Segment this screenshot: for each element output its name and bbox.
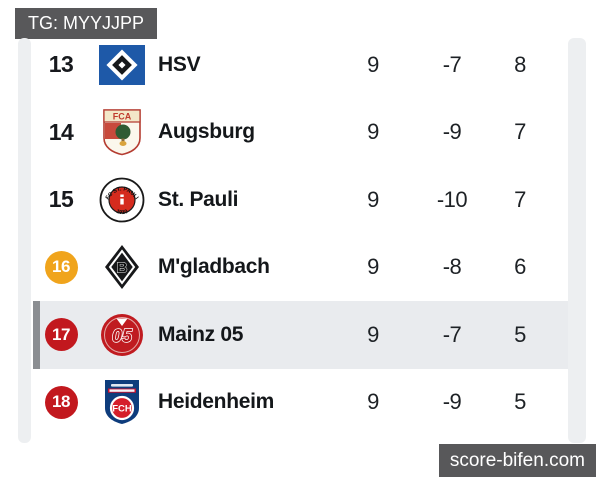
points-value: 5 <box>514 389 526 415</box>
position-number: 16 <box>44 250 78 284</box>
table-row[interactable]: 18 FCH Heidenheim 9 -9 5 <box>33 369 568 437</box>
team-name: St. Pauli <box>158 187 239 211</box>
points-value: 8 <box>514 51 526 77</box>
team-name: Augsburg <box>158 120 255 144</box>
goal-diff-value: -7 <box>442 321 462 347</box>
team-name: Heidenheim <box>158 390 275 414</box>
svg-text:FCH: FCH <box>112 404 132 415</box>
left-page-gutter <box>18 38 31 443</box>
svg-text:05: 05 <box>112 326 133 346</box>
goal-diff-value: -9 <box>442 389 462 415</box>
position-number: 13 <box>48 51 74 78</box>
team-name: HSV <box>158 52 201 76</box>
points-value: 6 <box>514 254 526 280</box>
goal-diff-value: -10 <box>436 186 468 212</box>
played-value: 9 <box>367 321 379 347</box>
goal-diff-value: -7 <box>442 51 462 77</box>
goal-diff-value: -9 <box>442 119 462 145</box>
table-row[interactable]: 13 HSV 9 -7 8 <box>33 31 568 99</box>
svg-text:FCA: FCA <box>113 112 132 122</box>
played-value: 9 <box>367 254 379 280</box>
team-name: M'gladbach <box>158 255 270 279</box>
points-value: 5 <box>514 321 526 347</box>
goal-diff-value: -8 <box>442 254 462 280</box>
position-number: 18 <box>44 385 78 419</box>
st-pauli-crest-icon: FC ST. PAULI 1910 <box>89 177 155 223</box>
played-value: 9 <box>367 186 379 212</box>
augsburg-crest-icon: FCA <box>89 108 155 156</box>
position-number: 17 <box>44 318 78 352</box>
points-value: 7 <box>514 119 526 145</box>
svg-text:B: B <box>117 260 128 277</box>
heidenheim-crest-icon: FCH <box>89 378 155 426</box>
played-value: 9 <box>367 51 379 77</box>
position-number: 14 <box>48 118 74 145</box>
points-value: 7 <box>514 186 526 212</box>
team-name: Mainz 05 <box>158 322 244 346</box>
svg-text:1910: 1910 <box>115 209 128 216</box>
table-row[interactable]: 15 FC ST. PAULI 1910 St. Pauli 9 -10 <box>33 166 568 234</box>
standings-table: 13 HSV 9 -7 8 14 <box>33 31 568 436</box>
played-value: 9 <box>367 389 379 415</box>
mainz-05-crest-icon: 05 <box>89 313 155 357</box>
table-row[interactable]: 17 05 Mainz 05 9 -7 5 <box>33 301 568 369</box>
hsv-crest-icon <box>89 44 155 85</box>
watermark-bottom-right: score-bifen.com <box>438 444 596 477</box>
right-scrollbar-track[interactable] <box>568 38 586 443</box>
mgladbach-crest-icon: B <box>89 244 155 290</box>
watermark-top-left: TG: MYYJJPP <box>15 8 158 39</box>
table-row[interactable]: 14 FCA Augsburg 9 -9 7 <box>33 99 568 167</box>
played-value: 9 <box>367 119 379 145</box>
table-row[interactable]: 16 B M'gladbach 9 -8 6 <box>33 234 568 302</box>
position-number: 15 <box>48 186 74 213</box>
